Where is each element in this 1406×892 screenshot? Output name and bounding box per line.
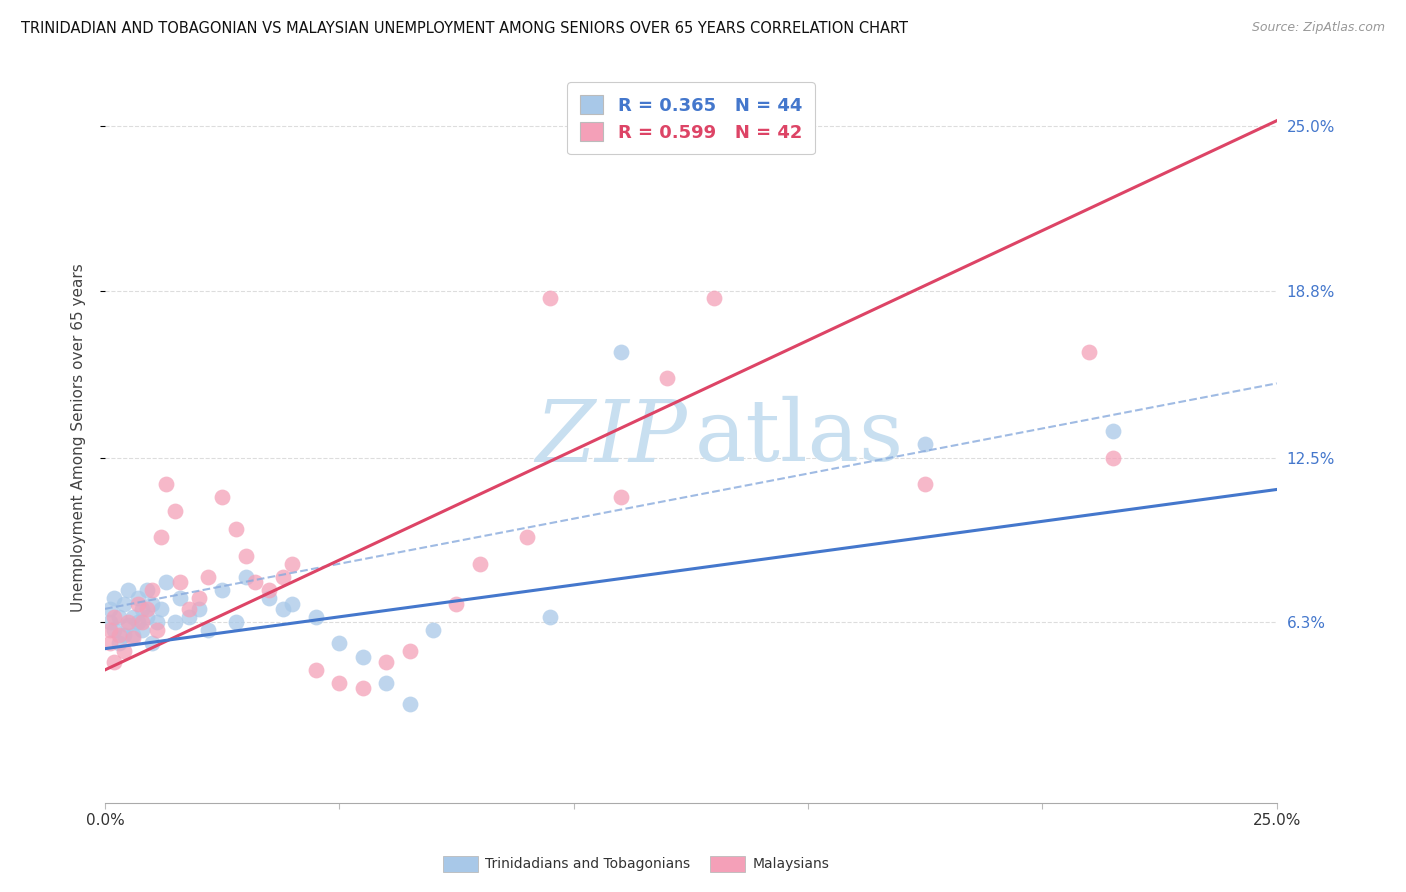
Point xyxy=(117,583,139,598)
Point xyxy=(108,610,131,624)
Point xyxy=(131,623,153,637)
Point xyxy=(305,610,328,624)
Point xyxy=(150,602,173,616)
Point xyxy=(305,663,328,677)
Text: Malaysians: Malaysians xyxy=(752,857,830,871)
Point xyxy=(446,597,468,611)
Text: Source: ZipAtlas.com: Source: ZipAtlas.com xyxy=(1251,21,1385,34)
Point xyxy=(98,636,121,650)
Point xyxy=(1078,344,1101,359)
Point xyxy=(155,575,177,590)
Point xyxy=(98,602,121,616)
Point xyxy=(122,610,145,624)
Point xyxy=(98,615,121,629)
Point xyxy=(197,623,219,637)
Point xyxy=(112,628,135,642)
Y-axis label: Unemployment Among Seniors over 65 years: Unemployment Among Seniors over 65 years xyxy=(72,263,86,612)
Point xyxy=(257,583,280,598)
Point xyxy=(914,477,936,491)
Point xyxy=(375,655,398,669)
Point xyxy=(155,477,177,491)
Point xyxy=(141,636,163,650)
Point xyxy=(136,583,159,598)
Text: Trinidadians and Tobagonians: Trinidadians and Tobagonians xyxy=(485,857,690,871)
Point xyxy=(165,504,187,518)
Point xyxy=(112,597,135,611)
Point xyxy=(131,615,153,629)
Point xyxy=(211,491,233,505)
Point xyxy=(141,583,163,598)
Point xyxy=(187,602,209,616)
Point xyxy=(211,583,233,598)
Point xyxy=(422,623,444,637)
Point xyxy=(141,597,163,611)
Point xyxy=(98,623,121,637)
Point xyxy=(103,655,125,669)
Point xyxy=(538,292,561,306)
Point xyxy=(122,631,145,645)
Point xyxy=(657,371,679,385)
Point xyxy=(516,530,538,544)
Point xyxy=(117,615,139,629)
Point xyxy=(225,522,247,536)
Point xyxy=(398,698,420,712)
Point xyxy=(197,570,219,584)
Point xyxy=(468,557,491,571)
Point xyxy=(281,557,304,571)
Point xyxy=(703,292,725,306)
Point xyxy=(165,615,187,629)
Point xyxy=(352,681,374,696)
Point xyxy=(398,644,420,658)
Point xyxy=(179,602,201,616)
Point xyxy=(145,623,167,637)
Point xyxy=(179,610,201,624)
Point xyxy=(328,676,350,690)
Point xyxy=(122,628,145,642)
Point xyxy=(145,615,167,629)
Point xyxy=(103,591,125,606)
Point xyxy=(225,615,247,629)
Point xyxy=(136,602,159,616)
Point xyxy=(1101,424,1123,438)
Point xyxy=(235,549,257,563)
Point xyxy=(127,597,149,611)
Legend: R = 0.365   N = 44, R = 0.599   N = 42: R = 0.365 N = 44, R = 0.599 N = 42 xyxy=(567,82,814,154)
Point xyxy=(243,575,266,590)
Point xyxy=(271,602,294,616)
Point xyxy=(609,491,631,505)
Point xyxy=(271,570,294,584)
Point xyxy=(328,636,350,650)
Point xyxy=(103,623,125,637)
Point xyxy=(127,591,149,606)
Point xyxy=(375,676,398,690)
Point xyxy=(169,591,191,606)
Point xyxy=(131,602,153,616)
Point xyxy=(103,610,125,624)
Point xyxy=(914,437,936,451)
Point xyxy=(127,615,149,629)
Point xyxy=(352,649,374,664)
Text: ZIP: ZIP xyxy=(536,396,688,479)
Point xyxy=(281,597,304,611)
Point xyxy=(538,610,561,624)
Point xyxy=(609,344,631,359)
Point xyxy=(136,610,159,624)
Point xyxy=(235,570,257,584)
Point xyxy=(112,644,135,658)
Point xyxy=(1101,450,1123,465)
Point xyxy=(257,591,280,606)
Point xyxy=(108,628,131,642)
Point xyxy=(150,530,173,544)
Point xyxy=(187,591,209,606)
Point xyxy=(169,575,191,590)
Point xyxy=(108,636,131,650)
Point xyxy=(117,617,139,632)
Text: TRINIDADIAN AND TOBAGONIAN VS MALAYSIAN UNEMPLOYMENT AMONG SENIORS OVER 65 YEARS: TRINIDADIAN AND TOBAGONIAN VS MALAYSIAN … xyxy=(21,21,908,36)
Text: atlas: atlas xyxy=(695,396,904,479)
